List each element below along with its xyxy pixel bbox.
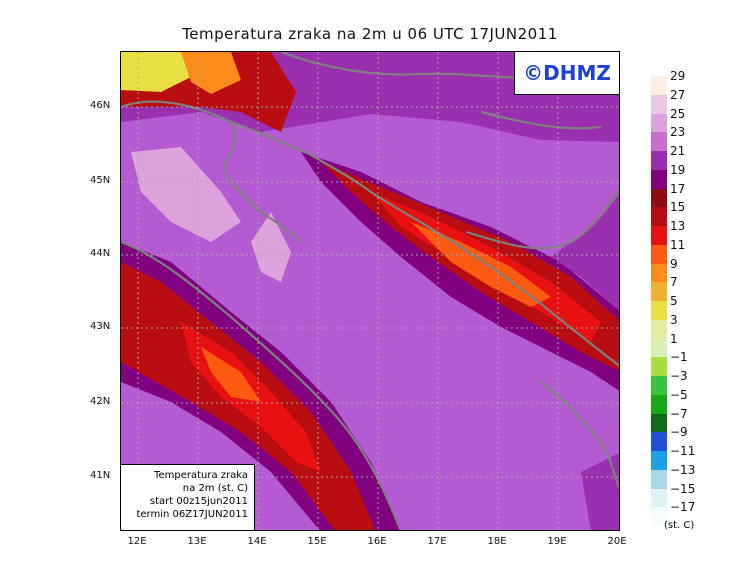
colorbar-swatch [651, 319, 667, 339]
colorbar-swatch [651, 488, 667, 508]
southeast-land [581, 453, 619, 530]
colorbar-swatch [651, 132, 667, 152]
cool-patch [251, 212, 291, 282]
colorbar-swatch [651, 451, 667, 470]
lat-label: 46N [90, 100, 111, 111]
colorbar-label: 23 [670, 125, 686, 140]
colorbar-swatch [651, 76, 667, 95]
colorbar-swatch [651, 263, 667, 283]
lat-label: 44N [90, 248, 111, 259]
colorbar-label: 15 [670, 200, 686, 215]
colorbar-label: 13 [670, 219, 686, 233]
colorbar-swatch [651, 432, 667, 452]
colorbar-swatch [651, 394, 667, 414]
colorbar-label: −11 [670, 444, 696, 458]
temperature-map: ©DHMZ Temperatura zraka na 2m (st. C) st… [120, 51, 620, 531]
colorbar-swatch [651, 226, 667, 245]
colorbar-label: 3 [670, 312, 678, 327]
map-info-box: Temperatura zraka na 2m (st. C) start 00… [121, 464, 255, 530]
colorbar-label: 19 [670, 162, 686, 177]
lon-label: 17E [427, 536, 447, 547]
lat-label: 45N [90, 175, 111, 186]
info-line: na 2m (st. C) [182, 483, 248, 494]
map-title: Temperatura zraka na 2m u 06 UTC 17JUN20… [182, 25, 558, 43]
east-land [551, 194, 619, 311]
colorbar-label: −9 [670, 425, 688, 440]
lon-label: 19E [547, 536, 567, 547]
lon-label: 18E [487, 536, 507, 547]
colorbar-swatch [651, 188, 667, 208]
colorbar-label: −5 [670, 387, 688, 402]
lon-label: 20E [607, 536, 627, 547]
italy-hottest [201, 347, 261, 402]
colorbar-swatch [651, 244, 667, 264]
colorbar-swatch [651, 357, 667, 377]
colorbar-label: 27 [670, 87, 686, 102]
colorbar-swatch [651, 376, 667, 395]
colorbar-label: −15 [670, 481, 696, 496]
colorbar-swatch [651, 301, 667, 320]
colorbar-swatch [651, 113, 667, 133]
colorbar-label: −3 [670, 369, 688, 383]
colorbar-label: 17 [670, 181, 686, 196]
colorbar-label: 5 [670, 294, 678, 308]
lat-label: 43N [90, 321, 111, 332]
colorbar-swatch [651, 169, 667, 189]
lon-label: 12E [127, 536, 147, 547]
colorbar-swatch [651, 338, 667, 358]
lon-label: 13E [187, 536, 207, 547]
colorbar-swatch [651, 413, 667, 433]
colorbar-label: −1 [670, 350, 688, 365]
alps-warm [181, 52, 241, 94]
istria-cool [131, 147, 241, 242]
lon-label: 16E [367, 536, 387, 547]
colorbar-label: 25 [670, 106, 686, 121]
colorbar-label: 1 [670, 331, 678, 346]
colorbar-label: 7 [670, 275, 678, 290]
colorbar-swatch [651, 507, 667, 527]
temperature-field [121, 52, 619, 530]
colorbar-label: 29 [670, 69, 686, 83]
dhmz-logo: ©DHMZ [514, 52, 619, 95]
colorbar-swatch [651, 469, 667, 489]
info-line: termin 06Z17JUN2011 [136, 509, 248, 520]
colorbar-swatch [651, 151, 667, 170]
colorbar-swatch [651, 207, 667, 227]
colorbar-label: −7 [670, 406, 688, 421]
colorbar-label: −17 [670, 500, 696, 515]
lon-label: 15E [307, 536, 327, 547]
info-line: Temperatura zraka [154, 470, 248, 481]
lon-label: 14E [247, 536, 267, 547]
lat-label: 42N [90, 396, 111, 407]
colorbar-swatch [651, 282, 667, 302]
colorbar-swatch [651, 94, 667, 114]
colorbar-label: 21 [670, 144, 686, 158]
lat-label: 41N [90, 470, 111, 481]
colorbar-label: −13 [670, 462, 696, 477]
colorbar-units: (st. C) [664, 520, 695, 531]
colorbar-label: 9 [670, 256, 678, 271]
colorbar-label: 11 [670, 237, 686, 252]
info-line: start 00z15jun2011 [149, 496, 248, 507]
graticule [121, 52, 619, 530]
